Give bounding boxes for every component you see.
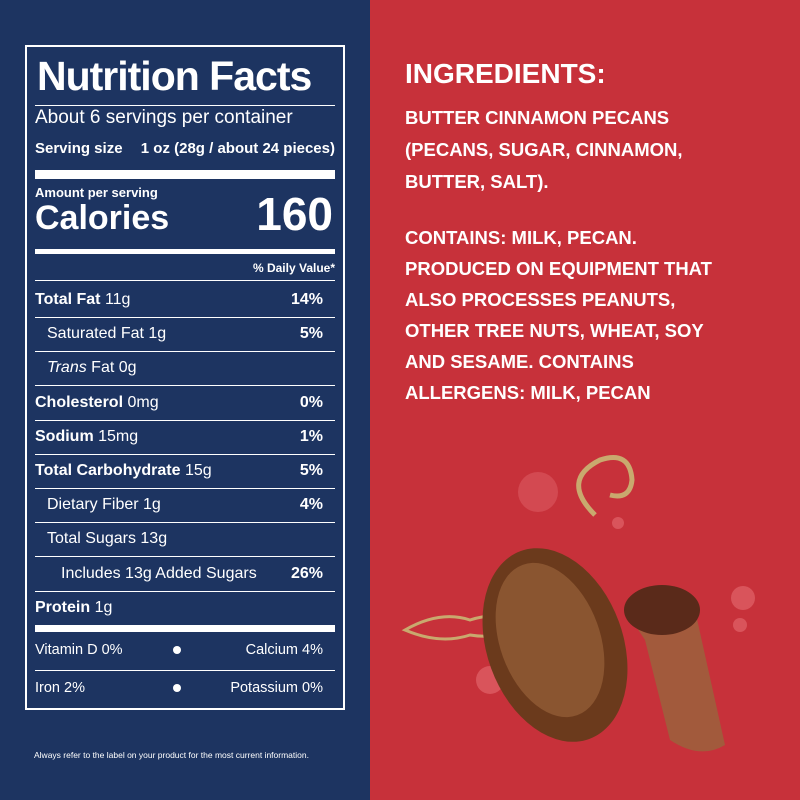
divider — [35, 590, 335, 592]
serving-size: 1 oz (28g / about 24 pieces) — [140, 140, 335, 157]
nutrient: Sodium 15mg — [35, 428, 138, 446]
nutrient-name-italic: Trans — [47, 359, 87, 377]
nutrient-row: Total Carbohydrate 15g 5% — [35, 454, 323, 488]
nutrient-amount: 0g — [118, 359, 137, 377]
nutrient-amount: 1g — [143, 496, 161, 514]
nutrient-amount: 1g — [148, 325, 167, 343]
nutrient-name: Fat — [91, 359, 115, 377]
nutrient-row: Cholesterol 0mg 0% — [35, 386, 323, 420]
nutrient: Protein 1g — [35, 599, 112, 617]
calories-label: Calories — [35, 199, 170, 237]
nutrient-name: Cholesterol — [35, 393, 124, 411]
bullet — [173, 646, 181, 654]
decoration — [401, 455, 755, 752]
daily-value: 26% — [290, 564, 323, 582]
nutrient-row: Total Fat 11g 14% — [35, 283, 323, 317]
divider — [35, 170, 335, 179]
ingredient-line: BUTTER, SALT). — [405, 171, 549, 192]
nutrient-amount: 0mg — [127, 393, 159, 411]
daily-value: 0% — [299, 393, 323, 411]
bullet — [173, 684, 181, 692]
panel-title: Nutrition Facts — [37, 53, 312, 99]
nutrient-amount: 15mg — [98, 427, 139, 445]
allergen-line: PRODUCED ON EQUIPMENT THAT — [405, 258, 712, 279]
vitamin: Potassium 0% — [230, 680, 323, 696]
nutrient-name: Dietary Fiber — [47, 496, 139, 514]
divider — [35, 522, 335, 524]
nutrient-amount: 1g — [94, 598, 113, 616]
daily-value: 14% — [290, 291, 323, 308]
allergen-line: AND SESAME. CONTAINS — [405, 351, 634, 372]
calories: 160 — [256, 188, 333, 240]
divider — [35, 317, 335, 318]
divider — [35, 670, 335, 671]
vitamin: Iron 2% — [35, 680, 85, 696]
nutrient: Trans Fat 0g — [47, 359, 137, 377]
nutrient-name: Total Fat — [35, 291, 101, 308]
divider — [35, 385, 335, 387]
vitamin: Vitamin D 0% — [35, 642, 123, 658]
nutrient-amount: 11g — [104, 291, 131, 308]
serving-size-label: Serving size — [35, 140, 123, 157]
ingredient-line: BUTTER CINNAMON PECANS — [405, 107, 670, 128]
divider — [35, 419, 335, 421]
amount-per-serving: Amount per serving — [35, 185, 158, 200]
daily-value: 5% — [299, 462, 323, 479]
nutrition-panel: Nutrition Facts About 6 servings per cont… — [25, 45, 345, 710]
divider — [35, 625, 335, 632]
daily-value: 4% — [299, 496, 323, 514]
nutrient-name: Protein — [35, 598, 91, 616]
servings: About 6 servings per container — [35, 107, 293, 128]
nutrient-row: Sodium 15mg 1% — [35, 420, 323, 454]
nutrient: Dietary Fiber 1g — [47, 496, 161, 514]
vitamin: Calcium 4% — [245, 642, 323, 658]
nutrient: Total Sugars 13g — [47, 530, 167, 548]
nutrient-row: Saturated Fat 1g 5% — [35, 317, 323, 351]
nutrient-row: Dietary Fiber 1g 4% — [35, 488, 323, 522]
divider — [35, 556, 335, 558]
nutrient-name: Sodium — [35, 427, 94, 445]
nutrient-amount: 15g — [184, 462, 212, 479]
nutrient-name: Includes 13g Added Sugars — [61, 564, 257, 582]
nutrient-amount: 13g — [140, 530, 168, 548]
divider — [35, 280, 335, 281]
nutrient-row: Total Sugars 13g — [35, 522, 323, 556]
navy-panel — [0, 0, 370, 800]
divider — [35, 453, 335, 455]
nutrient-row: Protein 1g — [35, 591, 323, 625]
ingredients-title: INGREDIENTS: — [405, 58, 606, 89]
nutrient-row: Includes 13g Added Sugars 26% — [35, 557, 323, 591]
divider — [35, 105, 335, 106]
nutrient: Total Carbohydrate 15g — [35, 462, 212, 480]
divider — [35, 249, 335, 254]
nutrient: Includes 13g Added Sugars — [61, 565, 257, 583]
divider — [35, 488, 335, 489]
ingredient-line: (PECANS, SUGAR, CINNAMON, — [405, 139, 683, 160]
nutrient-name: Total Carbohydrate — [35, 462, 181, 479]
nutrient: Cholesterol 0mg — [35, 394, 159, 412]
allergen-line: ALSO PROCESSES PEANUTS, — [405, 289, 676, 310]
nutrient-name: Total Sugars — [47, 530, 136, 548]
daily-value: 1% — [299, 427, 323, 445]
allergen-line: OTHER TREE NUTS, WHEAT, SOY — [405, 320, 704, 341]
allergen-line: CONTAINS: MILK, PECAN. — [405, 227, 637, 248]
allergen-line: ALLERGENS: MILK, PECAN — [405, 382, 651, 403]
daily-value-header: % Daily Value* — [252, 261, 335, 275]
nutrient: Total Fat 11g — [35, 291, 130, 309]
footnote: Always refer to the label on your produc… — [34, 750, 309, 760]
nutrient-name: Saturated Fat — [47, 325, 144, 343]
nutrient-row: Trans Fat 0g — [35, 351, 323, 385]
daily-value: 5% — [299, 325, 323, 343]
nutrient: Saturated Fat 1g — [47, 325, 166, 343]
divider — [35, 351, 335, 353]
